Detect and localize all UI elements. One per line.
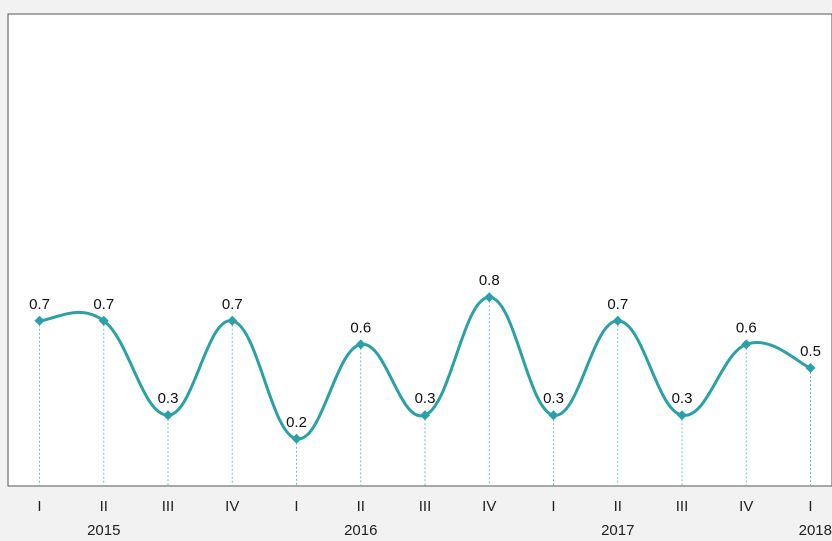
markers <box>34 292 816 444</box>
data-point-10 <box>677 410 687 421</box>
data-label-7: 0.8 <box>479 272 500 289</box>
plot-area <box>7 13 832 487</box>
data-point-12 <box>805 363 816 373</box>
data-label-1: 0.7 <box>93 296 114 313</box>
x-tick-label-6: III <box>419 498 432 515</box>
data-point-5 <box>355 339 366 350</box>
x-tick-label-4: I <box>294 498 298 515</box>
drop-lines <box>39 297 811 486</box>
x-tick-label-11: IV <box>739 498 753 515</box>
x-tick-label-7: IV <box>482 498 496 515</box>
x-axis-year-labels: 2015 2016 2017 2018 <box>87 522 832 539</box>
data-labels: 0.7 0.7 0.3 0.7 0.2 0.6 0.3 0.8 0.3 0.7 0.3 0.6 0.5 <box>29 272 821 431</box>
x-axis-tick-labels: I II III IV I II III IV I II III IV I <box>37 498 812 515</box>
data-point-4 <box>291 433 302 444</box>
data-label-2: 0.3 <box>158 390 179 407</box>
data-point-2 <box>163 410 173 421</box>
data-label-9: 0.7 <box>607 296 628 313</box>
data-label-5: 0.6 <box>350 319 371 336</box>
data-label-0: 0.7 <box>29 296 50 313</box>
data-point-8 <box>548 410 559 421</box>
data-label-12: 0.5 <box>800 343 821 360</box>
x-tick-label-12: I <box>808 498 812 515</box>
data-label-6: 0.3 <box>415 390 436 407</box>
x-tick-label-1: II <box>100 498 108 515</box>
data-label-8: 0.3 <box>543 390 564 407</box>
data-point-1 <box>98 315 109 326</box>
x-tick-label-3: IV <box>225 498 239 515</box>
data-point-7 <box>484 292 495 303</box>
data-label-4: 0.2 <box>286 414 307 431</box>
data-point-6 <box>420 410 430 421</box>
data-point-11 <box>741 339 752 350</box>
data-label-10: 0.3 <box>672 390 693 407</box>
data-point-0 <box>34 315 45 326</box>
data-label-11: 0.6 <box>736 319 757 336</box>
x-tick-label-5: II <box>357 498 365 515</box>
data-point-3 <box>227 315 238 326</box>
x-year-label-2: 2017 <box>601 522 634 539</box>
x-tick-label-2: III <box>162 498 175 515</box>
x-tick-label-9: II <box>614 498 622 515</box>
x-year-label-1: 2016 <box>344 522 377 539</box>
x-tick-label-0: I <box>37 498 41 515</box>
data-point-9 <box>612 315 623 326</box>
data-label-3: 0.7 <box>222 296 243 313</box>
x-tick-label-8: I <box>551 498 555 515</box>
x-year-label-3: 2018 <box>799 522 832 539</box>
x-tick-label-10: III <box>676 498 689 515</box>
x-year-label-0: 2015 <box>87 522 120 539</box>
